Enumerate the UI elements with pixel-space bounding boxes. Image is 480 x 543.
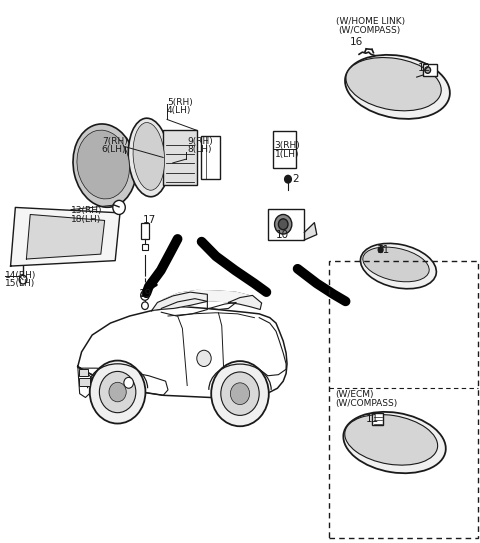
Text: (W/ECM): (W/ECM) — [335, 390, 373, 399]
Ellipse shape — [343, 412, 446, 473]
Text: 9(RH): 9(RH) — [187, 137, 213, 146]
Text: 7(RH): 7(RH) — [102, 137, 128, 146]
Text: 5(RH): 5(RH) — [167, 98, 193, 106]
Circle shape — [425, 67, 431, 73]
Ellipse shape — [346, 58, 441, 111]
Circle shape — [278, 219, 288, 230]
Text: 1(LH): 1(LH) — [275, 150, 299, 159]
Text: 10: 10 — [276, 230, 288, 239]
Ellipse shape — [360, 243, 436, 289]
Bar — [423, 64, 437, 76]
Polygon shape — [26, 214, 105, 259]
Ellipse shape — [77, 130, 130, 199]
Bar — [142, 244, 148, 250]
Bar — [268, 209, 304, 240]
Circle shape — [142, 302, 148, 310]
Circle shape — [221, 372, 259, 415]
Text: 11: 11 — [377, 245, 390, 255]
Text: 16: 16 — [349, 37, 363, 47]
Circle shape — [378, 247, 383, 252]
Bar — [273, 131, 296, 168]
Circle shape — [19, 275, 27, 284]
Circle shape — [99, 371, 136, 413]
Bar — [201, 136, 220, 179]
Polygon shape — [78, 307, 287, 397]
Text: 12: 12 — [418, 63, 431, 73]
Text: (W/COMPASS): (W/COMPASS) — [335, 400, 397, 408]
Circle shape — [211, 361, 269, 426]
Circle shape — [197, 350, 211, 367]
Circle shape — [285, 175, 291, 183]
Bar — [372, 413, 383, 425]
Polygon shape — [11, 207, 120, 266]
Text: (W/HOME LINK): (W/HOME LINK) — [336, 17, 405, 26]
Circle shape — [124, 377, 133, 388]
Text: 8(LH): 8(LH) — [187, 146, 212, 154]
Text: 18(LH): 18(LH) — [71, 215, 101, 224]
Text: 3(RH): 3(RH) — [275, 141, 300, 150]
Circle shape — [113, 200, 125, 214]
Polygon shape — [304, 223, 317, 240]
Circle shape — [141, 291, 149, 300]
Ellipse shape — [133, 123, 165, 190]
Text: (W/COMPASS): (W/COMPASS) — [338, 27, 400, 35]
Text: 13(RH): 13(RH) — [71, 206, 103, 215]
Circle shape — [109, 382, 126, 402]
Text: 4(LH): 4(LH) — [167, 106, 192, 115]
Circle shape — [230, 383, 250, 405]
Bar — [163, 130, 197, 185]
Circle shape — [275, 214, 292, 234]
Text: 14(RH): 14(RH) — [5, 271, 36, 280]
Text: 19: 19 — [139, 289, 153, 299]
Text: 6(LH): 6(LH) — [102, 146, 126, 154]
Bar — [79, 378, 90, 386]
Bar — [79, 369, 88, 376]
Polygon shape — [152, 291, 262, 311]
Polygon shape — [228, 295, 262, 310]
Text: 11: 11 — [366, 414, 379, 424]
Ellipse shape — [73, 124, 136, 207]
Ellipse shape — [345, 414, 438, 465]
Text: 17: 17 — [143, 215, 156, 225]
Text: 2: 2 — [292, 174, 299, 184]
Ellipse shape — [345, 55, 450, 119]
Bar — [329, 261, 478, 538]
Text: 15(LH): 15(LH) — [5, 280, 35, 288]
Circle shape — [90, 361, 145, 424]
Ellipse shape — [363, 247, 429, 282]
Bar — [141, 223, 149, 239]
Ellipse shape — [128, 118, 169, 197]
Polygon shape — [152, 292, 207, 311]
